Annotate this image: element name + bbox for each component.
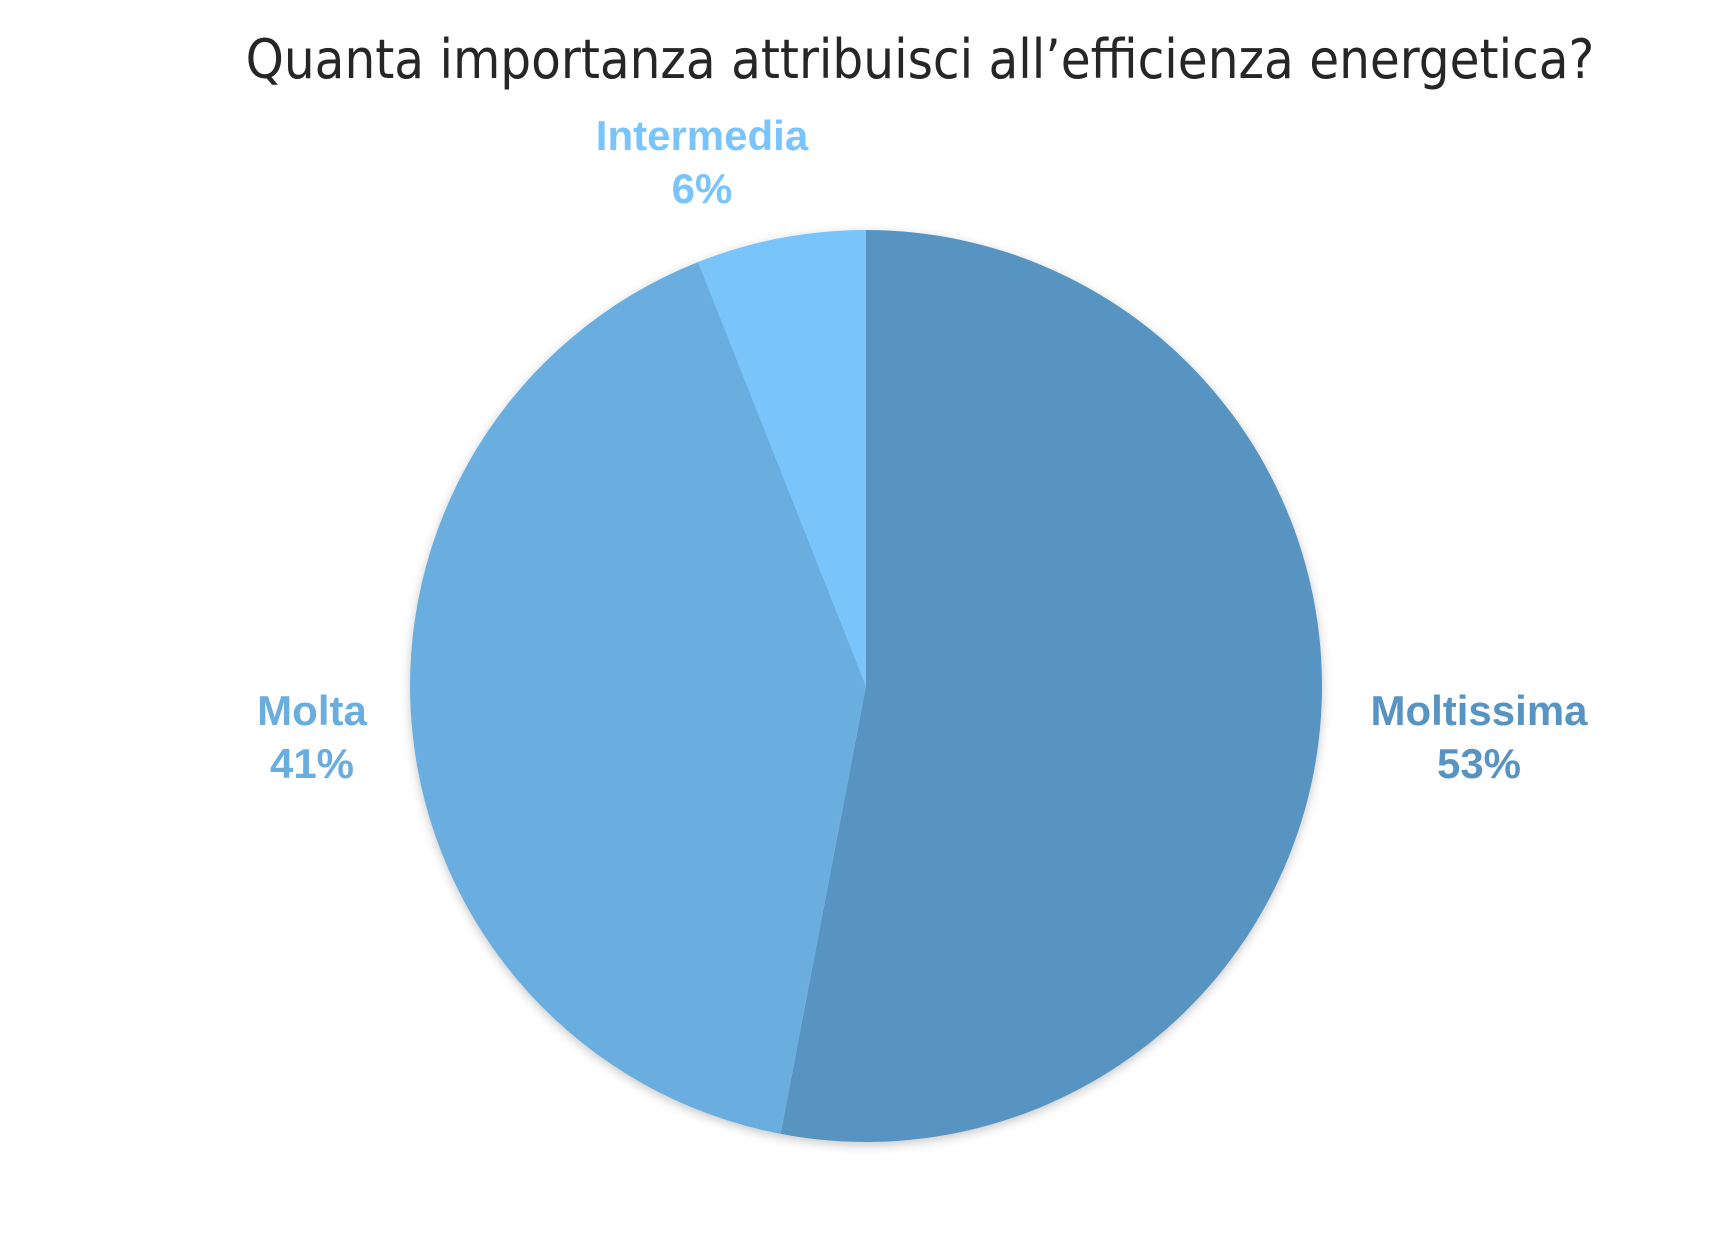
slice-label-molta: Molta <box>257 687 367 734</box>
slice-labels: Moltissima 53% Molta 41% Intermedia 6% <box>257 112 1588 787</box>
pie-slice-intermedia <box>698 230 866 686</box>
slice-label-intermedia: Intermedia <box>596 112 809 159</box>
slice-percent-molta: 41% <box>270 740 354 787</box>
slice-percent-intermedia: 6% <box>672 165 733 212</box>
pie-slices <box>410 230 1323 1142</box>
pie-slice-moltissima <box>780 230 1323 1142</box>
slice-label-moltissima: Moltissima <box>1370 687 1588 734</box>
pie-slice-molta <box>410 262 866 1134</box>
slice-percent-moltissima: 53% <box>1437 740 1521 787</box>
chart-title: Quanta importanza attribuisci all’effici… <box>246 28 1595 91</box>
